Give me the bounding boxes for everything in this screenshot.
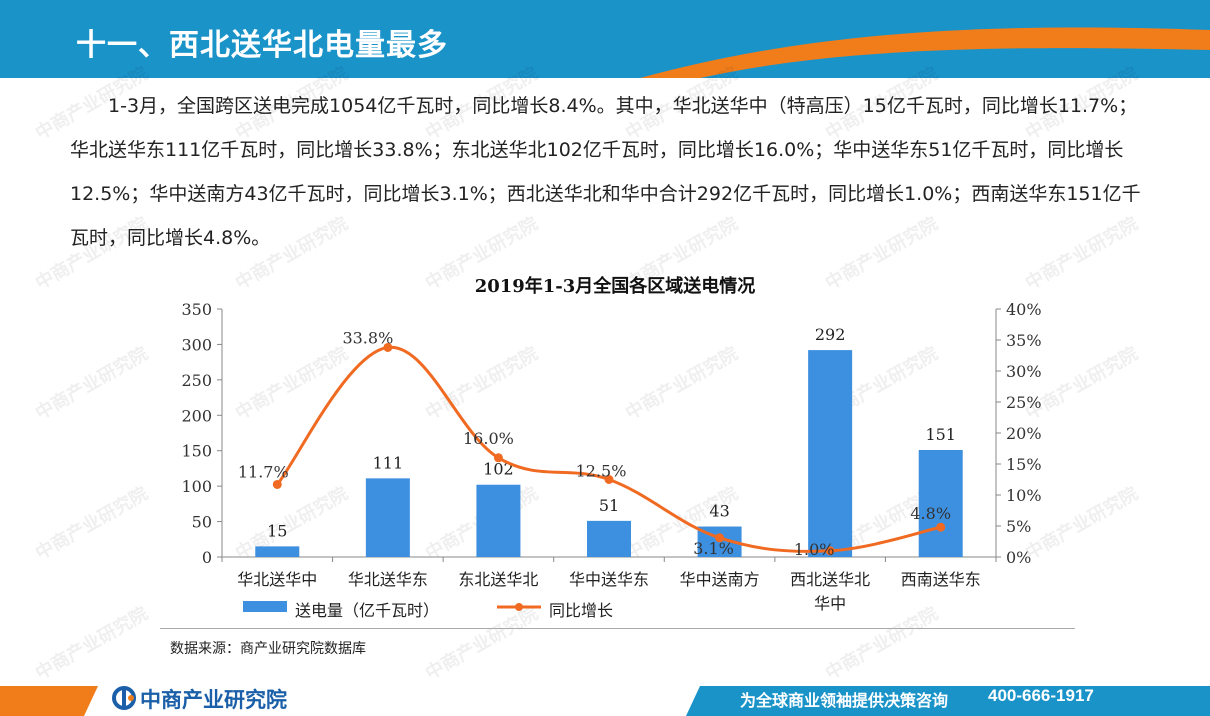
intro-paragraph: 1-3月，全国跨区送电完成1054亿千瓦时，同比增长8.4%。其中，华北送华中（… — [70, 95, 1141, 249]
footer-phone: 400-666-1917 — [988, 686, 1094, 705]
bar-series — [255, 350, 963, 557]
growth-point — [604, 475, 614, 484]
growth-point — [493, 453, 503, 463]
source-divider — [160, 628, 1075, 629]
growth-point — [936, 522, 946, 532]
bar-value-label: 102 — [483, 460, 514, 479]
y-left-tick-label: 250 — [181, 371, 212, 390]
chart-axes: 0 50 100 150 200 250 300 350 0% 5% 10% 15% 20% 25% 30%… — [181, 300, 1041, 613]
bar — [476, 484, 521, 557]
y-left-tick-label: 300 — [181, 335, 212, 354]
page-title: 十一、西北送华北电量最多 — [76, 28, 448, 63]
data-source: 数据来源：商产业研究院数据库 — [170, 641, 366, 657]
growth-value-label: 33.8% — [342, 328, 393, 347]
y-left-tick-label: 100 — [181, 477, 212, 496]
x-category-label: 东北送华北 — [458, 570, 538, 589]
x-category-label: 华北送华中 — [237, 570, 317, 589]
bar-value-label: 111 — [373, 453, 404, 472]
chart-title: 2019年1-3月全国各区域送电情况 — [475, 275, 756, 297]
legend-bar-label: 送电量（亿千瓦时） — [295, 601, 439, 620]
y-left-tick-label: 0 — [202, 548, 212, 567]
y-left-tick-label: 350 — [181, 300, 212, 319]
y-right-tick-label: 35% — [1006, 331, 1042, 350]
y-left-tick-label: 50 — [192, 513, 212, 532]
growth-point — [715, 533, 725, 543]
y-right-tick-label: 5% — [1006, 517, 1031, 536]
footer-blue-block — [686, 686, 1210, 716]
growth-point — [383, 342, 393, 352]
y-left-tick-label: 200 — [181, 406, 212, 425]
bar — [918, 450, 963, 557]
bar — [808, 350, 853, 557]
legend-bar-swatch — [243, 601, 287, 612]
growth-value-label: 12.5% — [576, 462, 627, 481]
x-category-label: 华中送南方 — [680, 570, 760, 589]
bar-value-label: 15 — [267, 521, 287, 540]
growth-value-label: 4.8% — [910, 504, 951, 523]
footer-logo-text: 中商产业研究院 — [140, 688, 287, 712]
footer-orange-block — [0, 686, 98, 716]
bar — [365, 478, 410, 557]
footer-bar — [0, 686, 1210, 716]
footer-slogan: 为全球商业领袖提供决策咨询 — [740, 691, 949, 710]
growth-labels: 11.7% 33.8% 16.0% 12.5% 3.1% 1.0% 4.8% — [238, 328, 951, 558]
growth-points — [272, 342, 946, 556]
bar-value-label: 43 — [709, 502, 729, 521]
bar — [587, 520, 631, 557]
bar-value-label: 151 — [925, 425, 956, 444]
y-right-tick-label: 15% — [1006, 455, 1042, 474]
chart-legend: 送电量（亿千瓦时） 同比增长 — [243, 601, 613, 620]
y-right-tick-label: 25% — [1006, 393, 1042, 412]
header-blue-swoosh — [700, 48, 1210, 78]
x-category-label: 西北送华北 — [790, 570, 870, 589]
x-category-label: 华中送华东 — [569, 570, 649, 589]
y-right-tick-label: 20% — [1006, 424, 1042, 443]
y-right-tick-label: 40% — [1006, 300, 1042, 319]
y-right-tick-label: 0% — [1006, 548, 1031, 567]
legend-line-marker — [515, 603, 523, 611]
x-category-label: 华北送华东 — [348, 570, 428, 589]
growth-value-label: 3.1% — [693, 539, 734, 558]
bar-value-label: 292 — [815, 325, 846, 344]
transmission-chart: 2019年1-3月全国各区域送电情况 0 50 100 150 200 250 300 350… — [181, 275, 1041, 620]
legend-line-label: 同比增长 — [549, 601, 613, 620]
y-right-tick-label: 30% — [1006, 362, 1042, 381]
growth-value-label: 11.7% — [238, 462, 289, 481]
header-accent — [640, 27, 1210, 78]
x-category-label: 华中 — [814, 594, 846, 613]
growth-value-label: 1.0% — [794, 540, 835, 559]
bar — [255, 546, 300, 557]
logo-icon — [112, 686, 136, 710]
bar-value-label: 51 — [599, 496, 619, 515]
bar-labels: 15 111 102 51 43 292 151 — [267, 325, 956, 540]
growth-point — [272, 479, 282, 489]
growth-value-label: 16.0% — [463, 429, 514, 448]
y-left-tick-label: 150 — [181, 442, 212, 461]
x-category-label: 西南送华东 — [901, 570, 981, 589]
growth-point — [825, 546, 835, 556]
y-right-tick-label: 10% — [1006, 486, 1042, 505]
